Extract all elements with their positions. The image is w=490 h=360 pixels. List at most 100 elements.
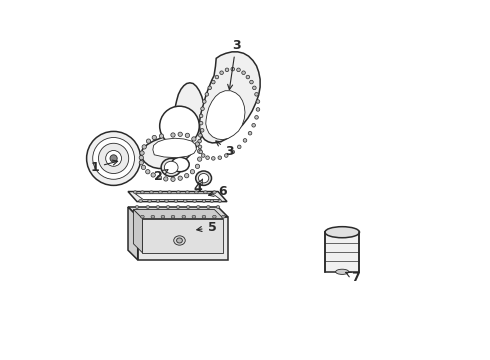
Ellipse shape: [242, 71, 245, 75]
Ellipse shape: [218, 199, 221, 202]
Ellipse shape: [149, 191, 153, 194]
Ellipse shape: [231, 67, 235, 71]
Ellipse shape: [198, 145, 202, 149]
Ellipse shape: [224, 154, 228, 157]
Text: 1: 1: [90, 160, 118, 174]
Ellipse shape: [87, 131, 141, 185]
Ellipse shape: [212, 157, 215, 160]
Polygon shape: [128, 192, 227, 202]
Ellipse shape: [185, 133, 190, 138]
Ellipse shape: [176, 191, 180, 194]
Ellipse shape: [171, 157, 189, 172]
Polygon shape: [133, 210, 223, 219]
Ellipse shape: [185, 174, 189, 178]
Ellipse shape: [171, 177, 175, 181]
Polygon shape: [199, 52, 260, 143]
Text: 2: 2: [153, 170, 168, 183]
Ellipse shape: [250, 80, 253, 84]
Ellipse shape: [197, 157, 202, 161]
Ellipse shape: [213, 191, 216, 194]
Ellipse shape: [202, 215, 206, 218]
Ellipse shape: [171, 215, 175, 218]
Ellipse shape: [160, 106, 199, 146]
Ellipse shape: [237, 68, 240, 72]
Ellipse shape: [202, 100, 206, 103]
Ellipse shape: [325, 227, 360, 238]
Ellipse shape: [256, 108, 260, 111]
Ellipse shape: [252, 123, 255, 127]
Ellipse shape: [186, 191, 189, 194]
Ellipse shape: [195, 191, 198, 194]
Ellipse shape: [198, 134, 202, 137]
Ellipse shape: [225, 68, 229, 72]
Ellipse shape: [212, 80, 215, 84]
Ellipse shape: [213, 215, 216, 218]
Ellipse shape: [206, 156, 209, 159]
Ellipse shape: [192, 137, 196, 141]
Ellipse shape: [157, 175, 162, 180]
Text: 6: 6: [209, 185, 227, 198]
Ellipse shape: [198, 174, 209, 183]
Ellipse shape: [202, 199, 206, 202]
Ellipse shape: [164, 161, 178, 174]
Polygon shape: [325, 232, 360, 272]
Ellipse shape: [139, 156, 144, 160]
Polygon shape: [135, 194, 220, 199]
Ellipse shape: [139, 161, 144, 165]
Ellipse shape: [196, 206, 200, 208]
Ellipse shape: [142, 145, 147, 149]
Ellipse shape: [93, 138, 134, 179]
Ellipse shape: [140, 151, 144, 155]
Ellipse shape: [246, 75, 250, 79]
Polygon shape: [128, 207, 228, 217]
Ellipse shape: [336, 269, 349, 274]
Ellipse shape: [190, 170, 195, 174]
Ellipse shape: [139, 199, 143, 202]
Polygon shape: [206, 91, 245, 140]
Polygon shape: [133, 210, 143, 253]
Ellipse shape: [110, 155, 117, 162]
Ellipse shape: [151, 173, 155, 177]
Ellipse shape: [255, 116, 258, 119]
Ellipse shape: [215, 75, 219, 79]
Ellipse shape: [168, 191, 171, 194]
Ellipse shape: [210, 199, 214, 202]
Ellipse shape: [141, 191, 144, 194]
Text: 5: 5: [197, 221, 216, 234]
Ellipse shape: [205, 93, 209, 96]
Ellipse shape: [164, 177, 168, 181]
Ellipse shape: [218, 156, 221, 159]
Ellipse shape: [159, 134, 164, 138]
Ellipse shape: [176, 206, 180, 208]
Ellipse shape: [176, 238, 182, 243]
Ellipse shape: [146, 170, 150, 174]
Ellipse shape: [220, 71, 223, 75]
Text: 3: 3: [216, 141, 234, 158]
Ellipse shape: [201, 107, 204, 111]
Ellipse shape: [192, 215, 196, 218]
Text: 7: 7: [346, 271, 360, 284]
Ellipse shape: [255, 93, 258, 96]
Ellipse shape: [248, 131, 252, 135]
Ellipse shape: [196, 142, 199, 146]
Ellipse shape: [146, 206, 149, 208]
Ellipse shape: [206, 206, 210, 208]
Ellipse shape: [199, 114, 203, 118]
Ellipse shape: [186, 206, 190, 208]
Ellipse shape: [161, 215, 165, 218]
Ellipse shape: [256, 100, 260, 103]
Polygon shape: [128, 207, 138, 260]
Polygon shape: [143, 219, 223, 253]
Ellipse shape: [178, 132, 182, 136]
Ellipse shape: [183, 199, 187, 202]
Ellipse shape: [198, 139, 201, 143]
Ellipse shape: [166, 206, 170, 208]
Text: 4: 4: [193, 179, 202, 195]
Ellipse shape: [204, 191, 207, 194]
Ellipse shape: [231, 150, 235, 154]
Ellipse shape: [165, 199, 169, 202]
Ellipse shape: [98, 143, 129, 174]
Ellipse shape: [148, 199, 151, 202]
Ellipse shape: [201, 154, 205, 157]
Polygon shape: [153, 138, 196, 158]
